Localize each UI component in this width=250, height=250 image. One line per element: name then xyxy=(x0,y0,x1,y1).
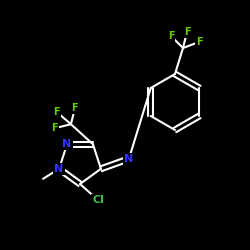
Text: F: F xyxy=(184,27,190,37)
Text: F: F xyxy=(168,31,174,41)
Text: N: N xyxy=(62,139,72,149)
Text: F: F xyxy=(54,107,60,117)
Text: Cl: Cl xyxy=(92,195,104,205)
Text: F: F xyxy=(72,103,78,113)
Text: F: F xyxy=(196,37,202,47)
Text: N: N xyxy=(124,154,134,164)
Text: F: F xyxy=(52,123,58,133)
Text: N: N xyxy=(54,164,64,174)
